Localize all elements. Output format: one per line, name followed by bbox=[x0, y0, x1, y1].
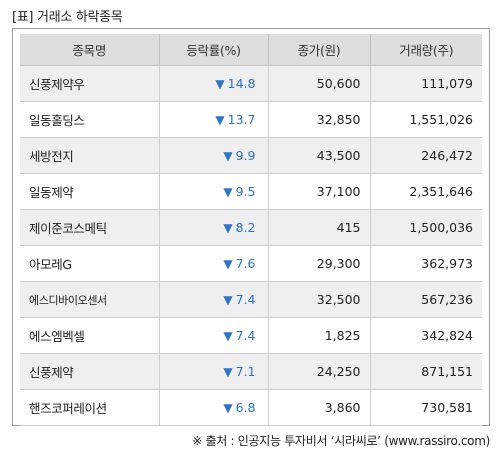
down-arrow-icon: ▼ bbox=[223, 293, 233, 307]
stock-name: 세방전지 bbox=[20, 137, 159, 174]
trade-volume: 342,824 bbox=[369, 317, 482, 354]
table-row: 일동홀딩스 ▼ 13.7 32,850 1,551,026 bbox=[20, 101, 482, 138]
down-arrow-icon: ▼ bbox=[223, 329, 233, 343]
table-row: 에스엠벡셀 ▼ 7.4 1,825 342,824 bbox=[20, 317, 482, 354]
trade-volume: 246,472 bbox=[369, 137, 482, 174]
page-title: [표] 거래소 하락종목 bbox=[12, 10, 123, 25]
trade-volume: 871,151 bbox=[369, 353, 482, 390]
table-row: 핸즈코퍼레이션 ▼ 6.8 3,860 730,581 bbox=[20, 389, 482, 426]
trade-volume: 111,079 bbox=[369, 65, 482, 102]
stock-name: 일동제약 bbox=[20, 173, 159, 210]
stock-name: 신풍제약 bbox=[20, 353, 159, 390]
down-arrow-icon: ▼ bbox=[223, 257, 233, 271]
header-stock-name: 종목명 bbox=[20, 34, 159, 66]
table-row: 아모레G ▼ 7.6 29,300 362,973 bbox=[20, 245, 482, 282]
header-change-rate: 등락률(%) bbox=[158, 34, 268, 66]
close-price: 1,825 bbox=[267, 317, 370, 354]
down-arrow-icon: ▼ bbox=[215, 113, 225, 127]
change-rate-value: 13.7 bbox=[227, 112, 256, 127]
trade-volume: 567,236 bbox=[369, 281, 482, 318]
table-row: 신풍제약우 ▼ 14.8 50,600 111,079 bbox=[20, 65, 482, 102]
change-rate-value: 6.8 bbox=[235, 400, 256, 415]
stock-name: 일동홀딩스 bbox=[20, 101, 159, 138]
change-rate-value: 9.9 bbox=[235, 148, 256, 163]
trade-volume: 2,351,646 bbox=[369, 173, 482, 210]
close-price: 29,300 bbox=[267, 245, 370, 282]
down-arrow-icon: ▼ bbox=[223, 365, 233, 379]
stock-name: 신풍제약우 bbox=[20, 65, 159, 102]
change-rate-value: 9.5 bbox=[235, 184, 256, 199]
header-volume: 거래량(주) bbox=[369, 34, 482, 66]
trade-volume: 730,581 bbox=[369, 389, 482, 426]
change-rate-value: 7.4 bbox=[235, 292, 256, 307]
table-frame: 종목명 등락률(%) 종가(원) 거래량(주) 신풍제약우 ▼ 14.8 50,600… bbox=[12, 28, 490, 426]
change-rate: ▼ 7.1 bbox=[158, 353, 268, 390]
close-price: 32,850 bbox=[267, 101, 370, 138]
change-rate: ▼ 9.9 bbox=[158, 137, 268, 174]
table-row: 에스디바이오센서 ▼ 7.4 32,500 567,236 bbox=[20, 281, 482, 318]
table-header-row: 종목명 등락률(%) 종가(원) 거래량(주) bbox=[20, 34, 482, 66]
change-rate: ▼ 7.4 bbox=[158, 317, 268, 354]
down-arrow-icon: ▼ bbox=[223, 401, 233, 415]
stock-name: 아모레G bbox=[20, 245, 159, 282]
close-price: 24,250 bbox=[267, 353, 370, 390]
trade-volume: 1,551,026 bbox=[369, 101, 482, 138]
header-close-price: 종가(원) bbox=[267, 34, 370, 66]
close-price: 50,600 bbox=[267, 65, 370, 102]
table-row: 일동제약 ▼ 9.5 37,100 2,351,646 bbox=[20, 173, 482, 210]
change-rate: ▼ 7.6 bbox=[158, 245, 268, 282]
change-rate: ▼ 8.2 bbox=[158, 209, 268, 246]
change-rate-value: 7.1 bbox=[235, 364, 256, 379]
down-arrow-icon: ▼ bbox=[223, 221, 233, 235]
table-row: 세방전지 ▼ 9.9 43,500 246,472 bbox=[20, 137, 482, 174]
stock-name: 제이준코스메틱 bbox=[20, 209, 159, 246]
close-price: 37,100 bbox=[267, 173, 370, 210]
change-rate: ▼ 14.8 bbox=[158, 65, 268, 102]
falling-stocks-table: 종목명 등락률(%) 종가(원) 거래량(주) 신풍제약우 ▼ 14.8 50,600… bbox=[20, 34, 482, 426]
down-arrow-icon: ▼ bbox=[215, 77, 225, 91]
stock-name: 에스엠벡셀 bbox=[20, 317, 159, 354]
trade-volume: 1,500,036 bbox=[369, 209, 482, 246]
close-price: 3,860 bbox=[267, 389, 370, 426]
stock-name: 핸즈코퍼레이션 bbox=[20, 389, 159, 426]
table-row: 제이준코스메틱 ▼ 8.2 415 1,500,036 bbox=[20, 209, 482, 246]
table-row: 신풍제약 ▼ 7.1 24,250 871,151 bbox=[20, 353, 482, 390]
close-price: 415 bbox=[267, 209, 370, 246]
close-price: 32,500 bbox=[267, 281, 370, 318]
trade-volume: 362,973 bbox=[369, 245, 482, 282]
change-rate-value: 7.6 bbox=[235, 256, 256, 271]
change-rate-value: 8.2 bbox=[235, 220, 256, 235]
change-rate-value: 14.8 bbox=[227, 76, 256, 91]
close-price: 43,500 bbox=[267, 137, 370, 174]
change-rate-value: 7.4 bbox=[235, 328, 256, 343]
change-rate: ▼ 13.7 bbox=[158, 101, 268, 138]
source-note: ※ 출처 : 인공지능 투자비서 ‘시라씨로’ (www.rassiro.com… bbox=[192, 434, 490, 448]
down-arrow-icon: ▼ bbox=[223, 185, 233, 199]
stock-name: 에스디바이오센서 bbox=[20, 281, 159, 318]
down-arrow-icon: ▼ bbox=[223, 149, 233, 163]
change-rate: ▼ 6.8 bbox=[158, 389, 268, 426]
change-rate: ▼ 9.5 bbox=[158, 173, 268, 210]
change-rate: ▼ 7.4 bbox=[158, 281, 268, 318]
